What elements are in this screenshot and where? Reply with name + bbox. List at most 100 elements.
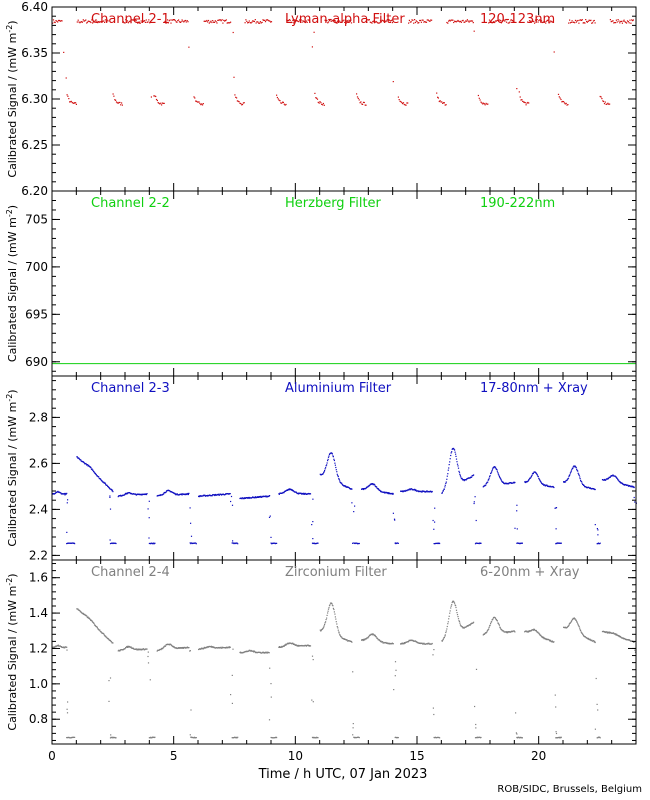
data-point xyxy=(416,641,418,643)
data-point xyxy=(618,20,620,22)
data-point xyxy=(150,737,152,739)
data-point xyxy=(475,519,477,522)
data-point xyxy=(309,493,312,495)
data-point xyxy=(492,21,494,24)
data-point xyxy=(336,623,338,625)
data-point xyxy=(74,736,76,738)
data-point xyxy=(555,732,558,735)
data-point xyxy=(560,542,562,544)
data-point xyxy=(332,607,334,609)
data-point xyxy=(228,647,230,649)
data-point xyxy=(331,603,333,605)
data-point xyxy=(369,21,371,23)
data-point xyxy=(578,473,580,475)
data-point xyxy=(582,484,584,486)
data-point xyxy=(307,19,309,21)
data-point xyxy=(456,614,459,616)
data-point xyxy=(198,101,200,103)
data-point xyxy=(527,480,529,482)
data-point xyxy=(383,20,385,22)
data-point xyxy=(514,481,516,484)
data-point xyxy=(165,22,167,24)
data-point xyxy=(496,470,498,472)
data-point xyxy=(278,493,280,495)
data-point xyxy=(218,493,220,495)
data-point xyxy=(436,92,438,94)
y-tick-label: 2.4 xyxy=(29,502,48,516)
data-point xyxy=(546,19,548,21)
data-point xyxy=(433,736,435,739)
panel-3: 2.2 2.4 2.6 2.8 Calibrated Signal / (mW m-2)… xyxy=(5,375,637,562)
data-point xyxy=(121,104,123,106)
data-point xyxy=(327,610,329,612)
data-point xyxy=(364,104,366,106)
data-point xyxy=(177,20,179,22)
data-point xyxy=(196,101,198,103)
data-point xyxy=(75,103,77,105)
data-point xyxy=(268,652,270,654)
data-point xyxy=(441,640,443,642)
data-point xyxy=(587,637,589,639)
data-point xyxy=(93,471,95,473)
data-point xyxy=(139,22,141,24)
data-point xyxy=(272,542,275,544)
data-point xyxy=(499,476,501,478)
data-point xyxy=(362,103,364,105)
data-point xyxy=(551,21,554,23)
data-point xyxy=(426,490,428,492)
data-point xyxy=(336,473,338,475)
data-point xyxy=(373,634,375,636)
data-point xyxy=(293,22,295,24)
data-point xyxy=(74,102,76,104)
data-point xyxy=(456,20,458,22)
data-point xyxy=(117,102,119,104)
data-point xyxy=(594,728,596,730)
data-point xyxy=(204,494,206,496)
data-point xyxy=(89,21,91,23)
data-point xyxy=(336,471,338,473)
data-point xyxy=(314,92,316,94)
data-point xyxy=(385,21,387,23)
data-point xyxy=(316,98,319,100)
data-point xyxy=(359,102,361,104)
data-point xyxy=(94,625,96,627)
data-point xyxy=(73,102,75,104)
data-point xyxy=(395,669,397,671)
y-axis: 2.2 2.4 2.6 2.8 xyxy=(29,380,636,562)
data-point xyxy=(63,646,65,648)
data-point xyxy=(148,737,150,739)
data-point xyxy=(500,20,502,22)
data-point xyxy=(114,542,116,544)
data-point xyxy=(262,19,264,21)
data-point xyxy=(624,21,626,23)
data-point xyxy=(450,452,452,454)
data-point xyxy=(231,674,233,676)
data-point xyxy=(352,671,354,673)
data-point xyxy=(362,639,364,642)
data-point xyxy=(241,104,243,106)
data-point xyxy=(55,20,57,22)
data-point xyxy=(497,473,499,475)
data-point xyxy=(444,634,446,636)
data-point xyxy=(77,19,79,21)
data-point xyxy=(600,96,602,98)
data-point xyxy=(291,489,293,491)
data-point xyxy=(597,534,599,536)
data-point xyxy=(290,21,292,24)
y-axis: 0.8 1.0 1.2 1.4 1.6 xyxy=(29,563,636,741)
data-point xyxy=(498,475,500,477)
data-point xyxy=(85,463,87,465)
data-point xyxy=(433,543,435,545)
data-point xyxy=(143,648,145,650)
data-point xyxy=(327,22,329,24)
data-point xyxy=(572,466,574,468)
data-point xyxy=(627,484,629,486)
data-point xyxy=(335,618,337,620)
data-point xyxy=(338,632,340,634)
data-point xyxy=(98,476,100,478)
data-point xyxy=(161,102,164,104)
data-point xyxy=(427,19,429,21)
data-point xyxy=(288,489,290,491)
data-point xyxy=(107,20,109,22)
y-tick-label: 1.6 xyxy=(29,571,48,585)
